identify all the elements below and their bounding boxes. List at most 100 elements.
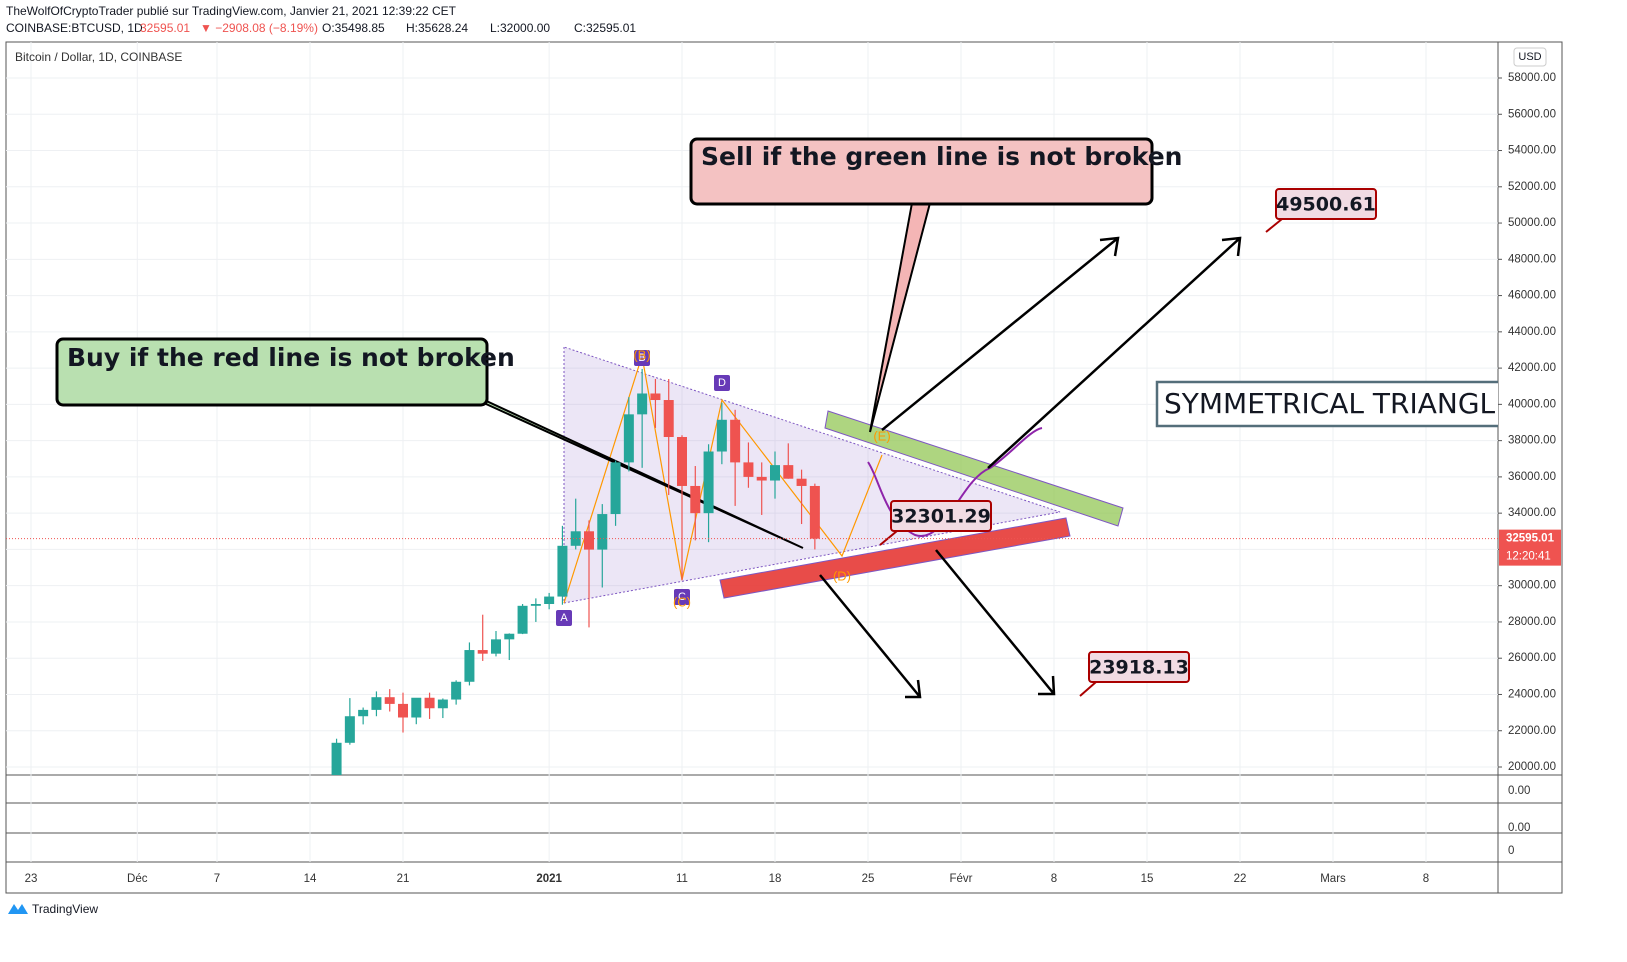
candle-body	[504, 633, 515, 640]
y-tick-label: 56000.00	[1508, 108, 1556, 120]
last-price-label: 32595.01	[1506, 533, 1555, 545]
point-label: B	[638, 352, 645, 364]
y-tick-label: 20000.00	[1508, 761, 1556, 773]
candle-body	[451, 681, 462, 700]
x-tick-label: 11	[676, 873, 688, 885]
y-tick-label: 40000.00	[1508, 398, 1556, 410]
y-tick-label: 44000.00	[1508, 326, 1556, 338]
pattern-box	[1155, 380, 1498, 428]
candle-body	[703, 451, 714, 514]
point-box	[714, 375, 730, 391]
lower-panes: 0.00 0.00 0	[1508, 785, 1530, 857]
point-label: (B)	[633, 347, 650, 362]
point-label: D	[718, 377, 726, 389]
y-tick-label: 30000.00	[1508, 580, 1556, 592]
y-tick-label: 24000.00	[1508, 689, 1556, 701]
candle-body	[437, 699, 448, 709]
candle-body	[344, 716, 355, 743]
x-tick-label: 8	[1423, 873, 1429, 885]
candle-body	[477, 650, 488, 654]
x-tick-label: 2021	[536, 873, 562, 885]
x-tick-label: 8	[1051, 873, 1057, 885]
y-tick-label: 38000.00	[1508, 435, 1556, 447]
pane-tick: 0	[1508, 845, 1514, 857]
pattern-text: SYMMETRICAL TRIANGL	[1164, 387, 1496, 420]
candle-body	[530, 603, 541, 606]
candle-body	[650, 393, 661, 401]
candle-body	[743, 462, 754, 477]
x-tick-label: 7	[214, 873, 220, 885]
buy-text: Buy if the red line is not broken	[67, 343, 515, 372]
footer: TradingView	[8, 902, 98, 916]
y-tick-label: 58000.00	[1508, 72, 1556, 84]
y-tick-label: 26000.00	[1508, 652, 1556, 664]
y-tick-label: 54000.00	[1508, 145, 1556, 157]
candle-body	[517, 605, 528, 634]
y-tick-label: 22000.00	[1508, 725, 1556, 737]
x-tick-label: Mars	[1320, 873, 1346, 885]
candle-body	[597, 514, 608, 550]
change: ▼ −2908.08 (−8.19%)	[200, 21, 318, 35]
candle-body	[756, 476, 767, 481]
high: H:35628.24	[406, 21, 468, 35]
frame	[5, 41, 1563, 894]
currency-box	[1513, 47, 1547, 67]
y-tick-label: 50000.00	[1508, 217, 1556, 229]
candle-body	[716, 419, 727, 452]
last: 32595.01	[140, 21, 190, 35]
candle-body	[677, 437, 687, 486]
candle-body	[331, 742, 342, 775]
close: C:32595.01	[574, 21, 636, 35]
x-tick-label: 21	[397, 873, 410, 885]
candle-body	[637, 393, 648, 415]
point-label: (C)	[673, 594, 691, 609]
green-line	[824, 410, 1124, 527]
x-tick-label: 15	[1141, 873, 1154, 885]
x-tick-label: Févr	[950, 873, 973, 885]
symbol: COINBASE:BTCUSD, 1D	[6, 21, 143, 35]
x-tick-label: 22	[1234, 873, 1247, 885]
currency: USD	[1518, 51, 1541, 63]
point-box	[674, 589, 690, 605]
point-label: (E)	[873, 428, 890, 443]
candle-body	[411, 697, 422, 718]
point-box	[556, 610, 572, 626]
pane-tick: 0.00	[1508, 822, 1530, 834]
x-tick-label: 18	[769, 873, 782, 885]
candle-body	[384, 697, 395, 704]
y-tick-label: 28000.00	[1508, 616, 1556, 628]
candle-body	[371, 697, 382, 710]
point-label: C	[678, 591, 686, 603]
point-label: (D)	[833, 568, 851, 583]
x-tick-label: 14	[304, 873, 317, 885]
sell-callout	[689, 137, 1154, 206]
candle-body	[464, 650, 475, 682]
ohlc-line: COINBASE:BTCUSD, 1D 32595.01 ▼ −2908.08 …	[6, 21, 636, 35]
candle-body	[809, 485, 820, 539]
candle-body	[398, 703, 408, 718]
y-tick-label: 36000.00	[1508, 471, 1556, 483]
candle-body	[424, 697, 435, 709]
countdown: 12:20:41	[1506, 551, 1551, 563]
candle-body	[570, 531, 581, 546]
candle-body	[491, 639, 501, 654]
legend-title: Bitcoin / Dollar, 1D, COINBASE	[15, 50, 182, 64]
x-tick-label: 25	[862, 873, 875, 885]
brand: TradingView	[32, 902, 98, 916]
arrows	[819, 236, 1242, 699]
point-label: A	[560, 612, 568, 624]
candle-body	[623, 414, 634, 463]
target-up: 49500.61	[1276, 194, 1376, 216]
sell-text: Sell if the green line is not broken	[701, 142, 1182, 171]
wave-points: A B C D (B) (C) (D) (E)	[556, 347, 891, 626]
point-box	[634, 350, 650, 366]
y-tick-label: 46000.00	[1508, 290, 1556, 302]
candle-body	[358, 709, 369, 717]
candle-body	[584, 531, 594, 550]
open: O:35498.85	[322, 21, 385, 35]
y-tick-label: 42000.00	[1508, 362, 1556, 374]
x-tick-label: 23	[25, 873, 38, 885]
author-line: TheWolfOfCryptoTrader publié sur Trading…	[6, 4, 457, 18]
y-tick-label: 52000.00	[1508, 181, 1556, 193]
